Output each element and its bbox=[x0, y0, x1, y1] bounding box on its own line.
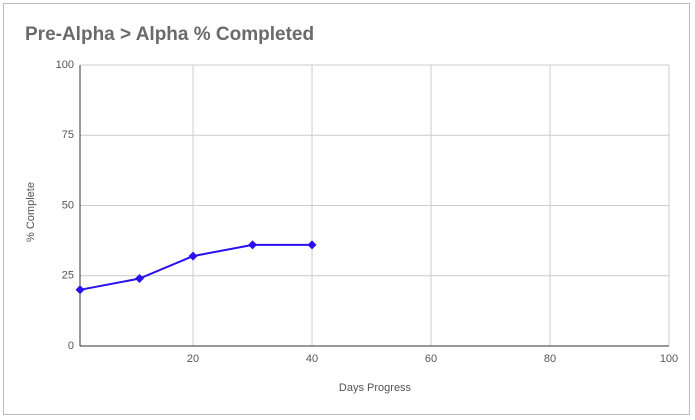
y-tick-label: 0 bbox=[68, 340, 74, 352]
x-axis-label: Days Progress bbox=[339, 382, 412, 394]
point bbox=[75, 285, 85, 295]
point bbox=[307, 240, 317, 250]
x-tick-label: 60 bbox=[425, 353, 437, 365]
x-tick-label: 80 bbox=[544, 353, 556, 365]
x-tick-label: 100 bbox=[660, 353, 678, 365]
point bbox=[134, 274, 144, 284]
y-tick-label: 25 bbox=[62, 270, 74, 282]
point bbox=[188, 251, 198, 261]
y-tick-label: 50 bbox=[62, 199, 74, 211]
y-axis-label: % Complete bbox=[25, 182, 37, 242]
y-tick-label: 100 bbox=[56, 59, 74, 71]
y-tick-label: 75 bbox=[62, 129, 74, 141]
x-tick-label: 20 bbox=[187, 353, 199, 365]
x-tick-label: 40 bbox=[306, 353, 318, 365]
chart-title: Pre-Alpha > Alpha % Completed bbox=[25, 24, 314, 45]
point bbox=[248, 240, 258, 250]
